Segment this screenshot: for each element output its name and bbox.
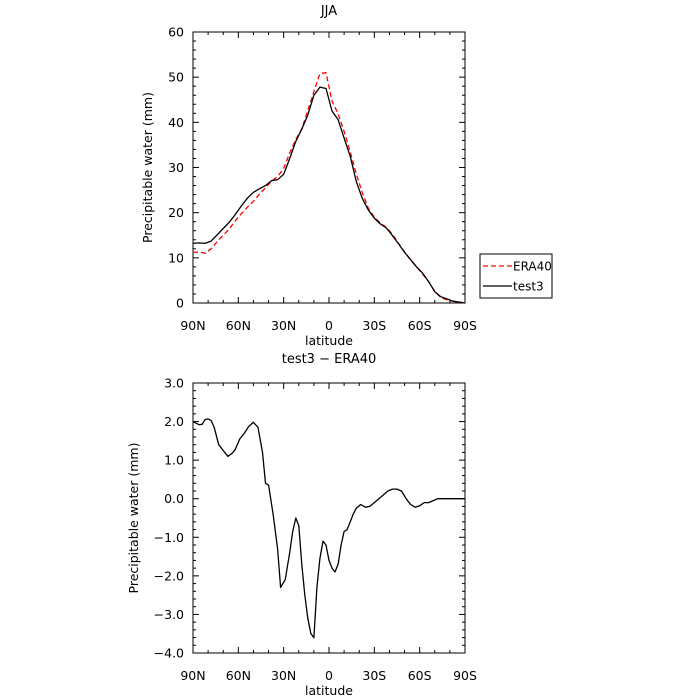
series-line-series-1	[192, 418, 465, 639]
y-tick-label: 1.0	[164, 453, 184, 468]
y-tick-label: −2.0	[154, 568, 184, 583]
y-tick-label: 30	[168, 160, 184, 175]
y-tick-label: 50	[168, 70, 184, 85]
x-tick-label: 30S	[362, 318, 386, 333]
x-tick-label: 30S	[362, 668, 386, 683]
legend: ERA40 test3	[479, 253, 553, 299]
series-line-era40	[192, 72, 466, 304]
y-tick-label: 0.0	[164, 491, 184, 506]
plot-frame	[192, 31, 466, 304]
y-axis-label: Precipitable water (mm)	[140, 92, 155, 243]
y-tick-label: 60	[168, 25, 184, 40]
legend-label: ERA40	[513, 260, 552, 274]
legend-label: test3	[513, 280, 544, 294]
x-tick-label: 30N	[271, 318, 296, 333]
chart-title: test3 − ERA40	[282, 352, 377, 367]
x-tick-label: 90S	[453, 318, 477, 333]
x-tick-label: 60N	[226, 318, 251, 333]
y-tick-label: 40	[168, 115, 184, 130]
plot-frame	[192, 382, 466, 654]
x-tick-label: 60N	[226, 668, 251, 683]
series-line-test3	[192, 86, 466, 304]
x-tick-label: 60S	[408, 318, 432, 333]
y-axis-label: Precipitable water (mm)	[126, 443, 141, 594]
x-tick-label: 60S	[408, 668, 432, 683]
y-tick-label: 2.0	[164, 414, 184, 429]
x-axis-label: latitude	[305, 683, 353, 698]
y-tick-label: 10	[168, 250, 184, 265]
x-tick-label: 0	[325, 668, 333, 683]
x-tick-label: 0	[325, 318, 333, 333]
chart-title: JJA	[320, 4, 337, 19]
y-tick-label: −3.0	[154, 607, 184, 622]
x-tick-label: 90N	[180, 318, 205, 333]
legend-box	[479, 253, 553, 299]
y-tick-label: −1.0	[154, 530, 184, 545]
x-tick-label: 90N	[180, 668, 205, 683]
chart-2: test3 − ERA40 90N 60N 30N 0 30S 60S 90S −4.0 −3.0…	[126, 352, 477, 698]
x-tick-label: 90S	[453, 668, 477, 683]
y-tick-label: 0	[176, 296, 184, 311]
chart-1: JJA 90N 60N 30N 0 30S 60S 90S 0 10 20 30 40 50 60 latit…	[140, 4, 553, 348]
x-tick-label: 30N	[271, 668, 296, 683]
y-tick-label: −4.0	[154, 646, 184, 661]
y-tick-label: 3.0	[164, 376, 184, 391]
x-axis-label: latitude	[305, 333, 353, 348]
y-tick-label: 20	[168, 205, 184, 220]
